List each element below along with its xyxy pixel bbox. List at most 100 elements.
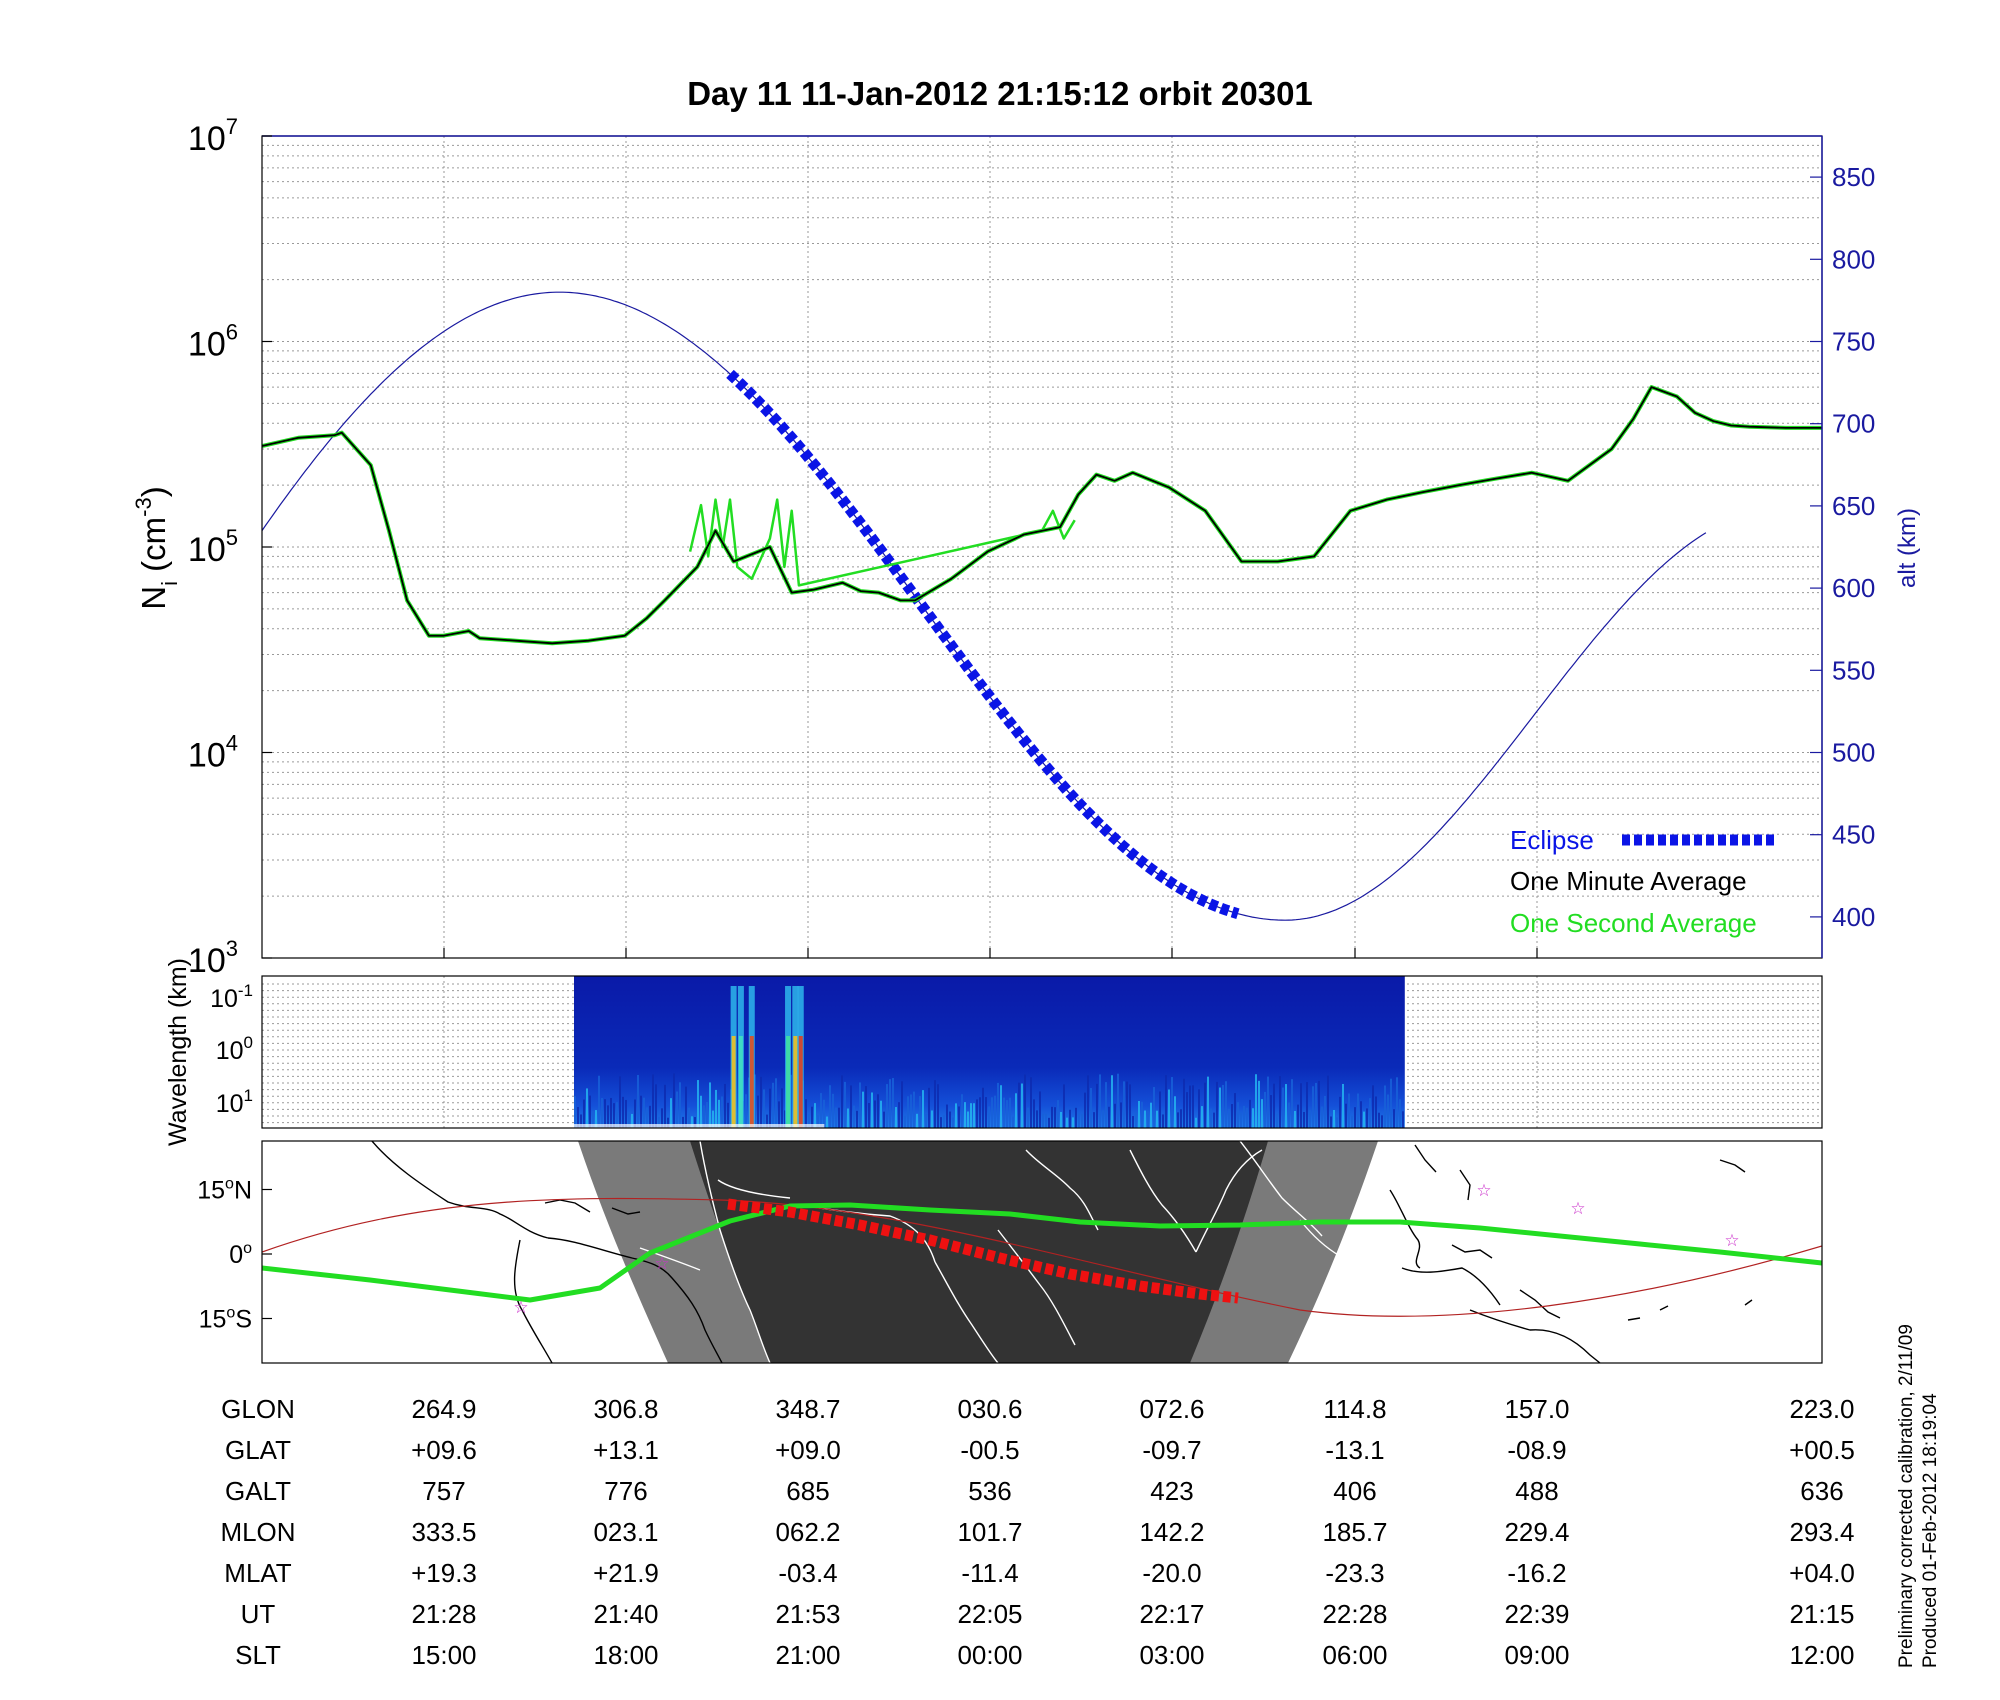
spectrogram-streak [1123,1081,1125,1128]
spectrogram-streak [595,1110,597,1128]
table-cell: 21:15 [1789,1599,1854,1629]
footnote-line1: Preliminary corrected calibration, 2/11/… [1896,1324,1917,1668]
spectrogram-streak [1384,1085,1386,1128]
spectrogram-streak [604,1099,606,1128]
spectrogram-streak [1048,1117,1050,1128]
spectrogram-streak [994,1095,996,1128]
spectrogram-streak [934,1080,936,1128]
spectrogram-streak [1312,1086,1314,1128]
spectrogram-streak [943,1115,945,1128]
spectrogram-streak [1324,1096,1326,1128]
spectrogram-streak [655,1084,657,1128]
table-cell: 348.7 [775,1394,840,1424]
spectrogram-streak [1180,1109,1182,1128]
spectrogram-streak [628,1111,630,1128]
spectrogram-streak [667,1117,669,1128]
spectrogram-streak [1138,1100,1140,1128]
spectrogram-streak [1273,1083,1275,1128]
spectrogram-burst-core [798,1036,803,1128]
spectrogram-streak [1168,1089,1170,1128]
spectrogram-streak [1030,1077,1032,1128]
spectrogram-streak [1156,1110,1158,1128]
spectrogram-streak [988,1106,990,1128]
altitude-tick-label: 400 [1832,902,1875,932]
spectrogram-streak [637,1075,639,1128]
spectrogram-streak [772,1082,774,1128]
spectrogram-streak [646,1107,648,1128]
figure-title: Day 11 11-Jan-2012 21:15:12 orbit 20301 [687,75,1313,112]
spectrogram-streak [616,1102,618,1128]
spectrogram-streak [757,1095,759,1128]
spectrogram-streak [1099,1074,1101,1128]
spectrogram-streak [1060,1111,1062,1128]
altitude-tick-label: 450 [1832,820,1875,850]
spectrogram-streak [652,1074,654,1128]
spectrogram-streak [844,1081,846,1128]
coastlines [371,1141,1753,1363]
spectrogram-streak [610,1097,612,1128]
spectrogram-streak [640,1095,642,1128]
spectrogram-streak [1114,1103,1116,1128]
spectrogram-streak [850,1085,852,1128]
altitude-tick-label: 550 [1832,655,1875,685]
spectrogram-streak [1231,1104,1233,1128]
spectrogram-streak [703,1105,705,1128]
altitude-line [262,291,1707,921]
spectrogram-streak [820,1093,822,1128]
spectrogram-streak [1321,1106,1323,1128]
spectrogram-streak [784,1110,786,1128]
spectrogram-streak [1003,1097,1005,1128]
spectrogram-y-tick-label: 100 [216,1033,253,1065]
spectrogram-streak [691,1116,693,1128]
spectrogram-streak [760,1076,762,1128]
footnote-line2: Produced 01-Feb-2012 18:19:04 [1920,1393,1941,1668]
spectrogram-y-label: Wavelength (km) [164,958,192,1146]
altitude-tick-label: 850 [1832,162,1875,192]
density-series [262,291,1822,921]
spectrogram-streak [886,1084,888,1128]
spectrogram-data [574,976,1405,1128]
spectrogram-streak [1351,1115,1353,1128]
spectrogram-streak [1036,1110,1038,1128]
spectrogram-streak [718,1099,720,1128]
spectrogram-streak [1012,1116,1014,1128]
orbit-table: GLON GLAT GALT MLON MLAT UT SLT 264.9 +09.6 757 33… [220,1394,1854,1670]
table-cell: 776 [604,1476,647,1506]
table-cell: 293.4 [1789,1517,1854,1547]
spectrogram-streak [826,1116,828,1128]
table-cell: 00:00 [957,1640,1022,1670]
table-cell: 18:00 [593,1640,658,1670]
spectrogram-streak [964,1102,966,1128]
spectrogram-streak [589,1095,591,1128]
spectrogram-streak [727,1102,729,1128]
spectrogram-streak [1363,1111,1365,1128]
table-cell: 306.8 [593,1394,658,1424]
spectrogram-streak [1132,1116,1134,1128]
table-cell: -11.4 [961,1558,1018,1588]
spectrogram-streak [1192,1085,1194,1128]
coastline-light [1195,1149,1263,1253]
spectrogram-streak [577,1107,579,1128]
spectrogram-streak [1159,1091,1161,1128]
spectrogram-streak [1381,1115,1383,1128]
spectrogram-streak [754,1074,756,1128]
table-cell: 21:53 [775,1599,840,1629]
spectrogram-streak [811,1106,813,1128]
spectrogram-streak [1063,1084,1065,1128]
spectrogram-streak [967,1111,969,1128]
spectrogram-streak [1135,1112,1137,1128]
table-cell: 22:28 [1322,1599,1387,1629]
table-cell: -13.1 [1325,1435,1384,1465]
altitude-tick-label: 750 [1832,327,1875,357]
spectrogram-streak [679,1082,681,1128]
table-cell: 142.2 [1139,1517,1204,1547]
table-row-label: MLON [220,1517,295,1547]
table-cell: 333.5 [411,1517,476,1547]
spectrogram-streak [1150,1102,1152,1128]
spectrogram-streak [874,1100,876,1128]
table-cell: 023.1 [593,1517,658,1547]
spectrogram-streak [877,1094,879,1128]
spectrogram-streak [1066,1117,1068,1128]
spectrogram-streak [1018,1082,1020,1128]
spectrogram-streak [1309,1109,1311,1128]
